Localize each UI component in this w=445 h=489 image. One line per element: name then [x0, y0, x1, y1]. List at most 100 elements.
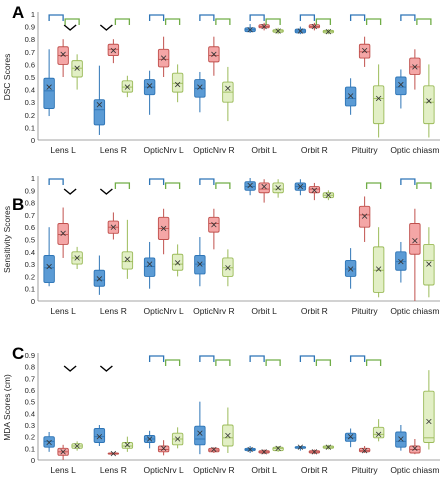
- y-tick-label: 0.6: [25, 386, 35, 395]
- x-tick-label: Lens R: [100, 306, 127, 316]
- box-body: [194, 425, 206, 446]
- mean-marker: [325, 192, 332, 198]
- box-body: [43, 255, 55, 284]
- mean-marker: [174, 436, 181, 442]
- mean-marker: [398, 258, 404, 265]
- mean-marker: [297, 444, 304, 450]
- panel-c: C MDA Scores (cm) 0 0.1 0.2 0.3 0.4 0.5 0.6 0.7 0.…: [2, 344, 440, 475]
- box-2-7: [358, 446, 371, 454]
- panel-label: B: [12, 195, 24, 214]
- mean-marker: [325, 28, 332, 35]
- y-tick-label: 0.7: [25, 48, 35, 57]
- significance-bracket-blue: [148, 355, 165, 362]
- x-tick-label: Orbit R: [301, 145, 328, 155]
- mean-marker: [426, 418, 432, 425]
- box-body: [107, 43, 120, 57]
- y-tick-label: 0.1: [25, 123, 35, 132]
- significance-bracket-green: [215, 182, 231, 189]
- y-tick-label: 0.5: [25, 398, 35, 407]
- box-1-7: [344, 78, 357, 115]
- box-body: [71, 60, 83, 78]
- significance-bracket-blue: [299, 355, 316, 362]
- box-3-6: [322, 190, 335, 201]
- significance-bracket-blue: [249, 14, 265, 21]
- mean-marker: [96, 102, 103, 108]
- significance-bracket-blue: [199, 14, 215, 21]
- significance-chevron: [63, 24, 77, 31]
- box-2-2: [107, 212, 120, 240]
- y-tick-label: 0.8: [25, 363, 35, 372]
- mean-marker: [412, 238, 418, 244]
- box-1-7: [344, 248, 357, 289]
- y-tick-label: 0.9: [25, 351, 35, 360]
- mean-marker: [174, 260, 181, 266]
- box-body: [121, 442, 134, 449]
- box-3-5: [272, 445, 284, 452]
- significance-bracket-blue: [349, 14, 366, 21]
- significance-bracket-green: [164, 182, 181, 189]
- y-tick-label: 0: [31, 456, 35, 465]
- mean-marker: [375, 266, 382, 272]
- box-3-4: [222, 66, 234, 122]
- y-tick-label: 0.8: [25, 199, 35, 208]
- box-2-5: [258, 449, 270, 455]
- mean-marker: [60, 449, 66, 455]
- box-1-7: [344, 428, 357, 448]
- y-tick-label: 0.5: [25, 73, 35, 82]
- x-tick-label: Pituitry: [352, 465, 379, 475]
- mean-marker: [275, 445, 281, 452]
- box-3-6: [322, 444, 335, 450]
- mean-marker: [110, 224, 117, 230]
- box-1-1: [43, 227, 55, 287]
- y-tick-label: 0.9: [25, 186, 35, 195]
- box-3-2: [121, 219, 134, 279]
- box-1-1: [43, 432, 55, 452]
- mean-marker: [398, 436, 404, 442]
- y-axis-title: DSC Scores: [2, 54, 12, 101]
- mean-marker: [426, 98, 432, 104]
- mean-marker: [275, 28, 281, 34]
- mean-marker: [46, 263, 52, 270]
- significance-bracket-green: [416, 18, 432, 25]
- significance-bracket-green: [64, 18, 80, 25]
- box-3-1: [71, 441, 83, 451]
- box-body: [157, 445, 170, 453]
- x-tick-label: Lens R: [100, 145, 127, 155]
- significance-chevron: [63, 188, 77, 195]
- box-1-5: [244, 446, 256, 453]
- box-3-5: [272, 27, 284, 35]
- mean-marker: [160, 445, 167, 452]
- y-tick-label: 0: [31, 297, 35, 306]
- mean-marker: [211, 222, 217, 228]
- box-body: [423, 390, 435, 443]
- box-body: [171, 72, 184, 93]
- x-tick-label: Optic chiasm: [390, 306, 439, 316]
- box-body: [358, 447, 371, 453]
- y-tick-label: 0.7: [25, 374, 35, 383]
- mean-marker: [46, 439, 52, 446]
- mean-marker: [361, 213, 368, 219]
- significance-bracket-green: [164, 18, 181, 25]
- significance-bracket-green: [365, 182, 382, 189]
- box-body: [43, 436, 55, 448]
- significance-bracket-blue: [349, 355, 366, 362]
- box-3-8: [423, 370, 435, 450]
- box-2-3: [157, 208, 170, 255]
- box-1-3: [143, 241, 156, 289]
- box-1-4: [194, 71, 206, 113]
- mean-marker: [361, 447, 368, 454]
- y-tick-label: 0.2: [25, 433, 35, 442]
- box-body: [423, 243, 435, 286]
- mean-marker: [96, 433, 103, 440]
- mean-marker: [197, 261, 203, 267]
- significance-bracket-green: [265, 18, 281, 25]
- box-body: [395, 76, 407, 96]
- box-3-5: [272, 179, 284, 198]
- box-1-1: [43, 49, 55, 117]
- box-2-5: [258, 22, 270, 31]
- box-body: [308, 186, 321, 194]
- significance-bracket-blue: [48, 178, 64, 185]
- box-body: [93, 428, 106, 443]
- box-body: [372, 246, 385, 293]
- y-tick-label: 0.7: [25, 211, 35, 220]
